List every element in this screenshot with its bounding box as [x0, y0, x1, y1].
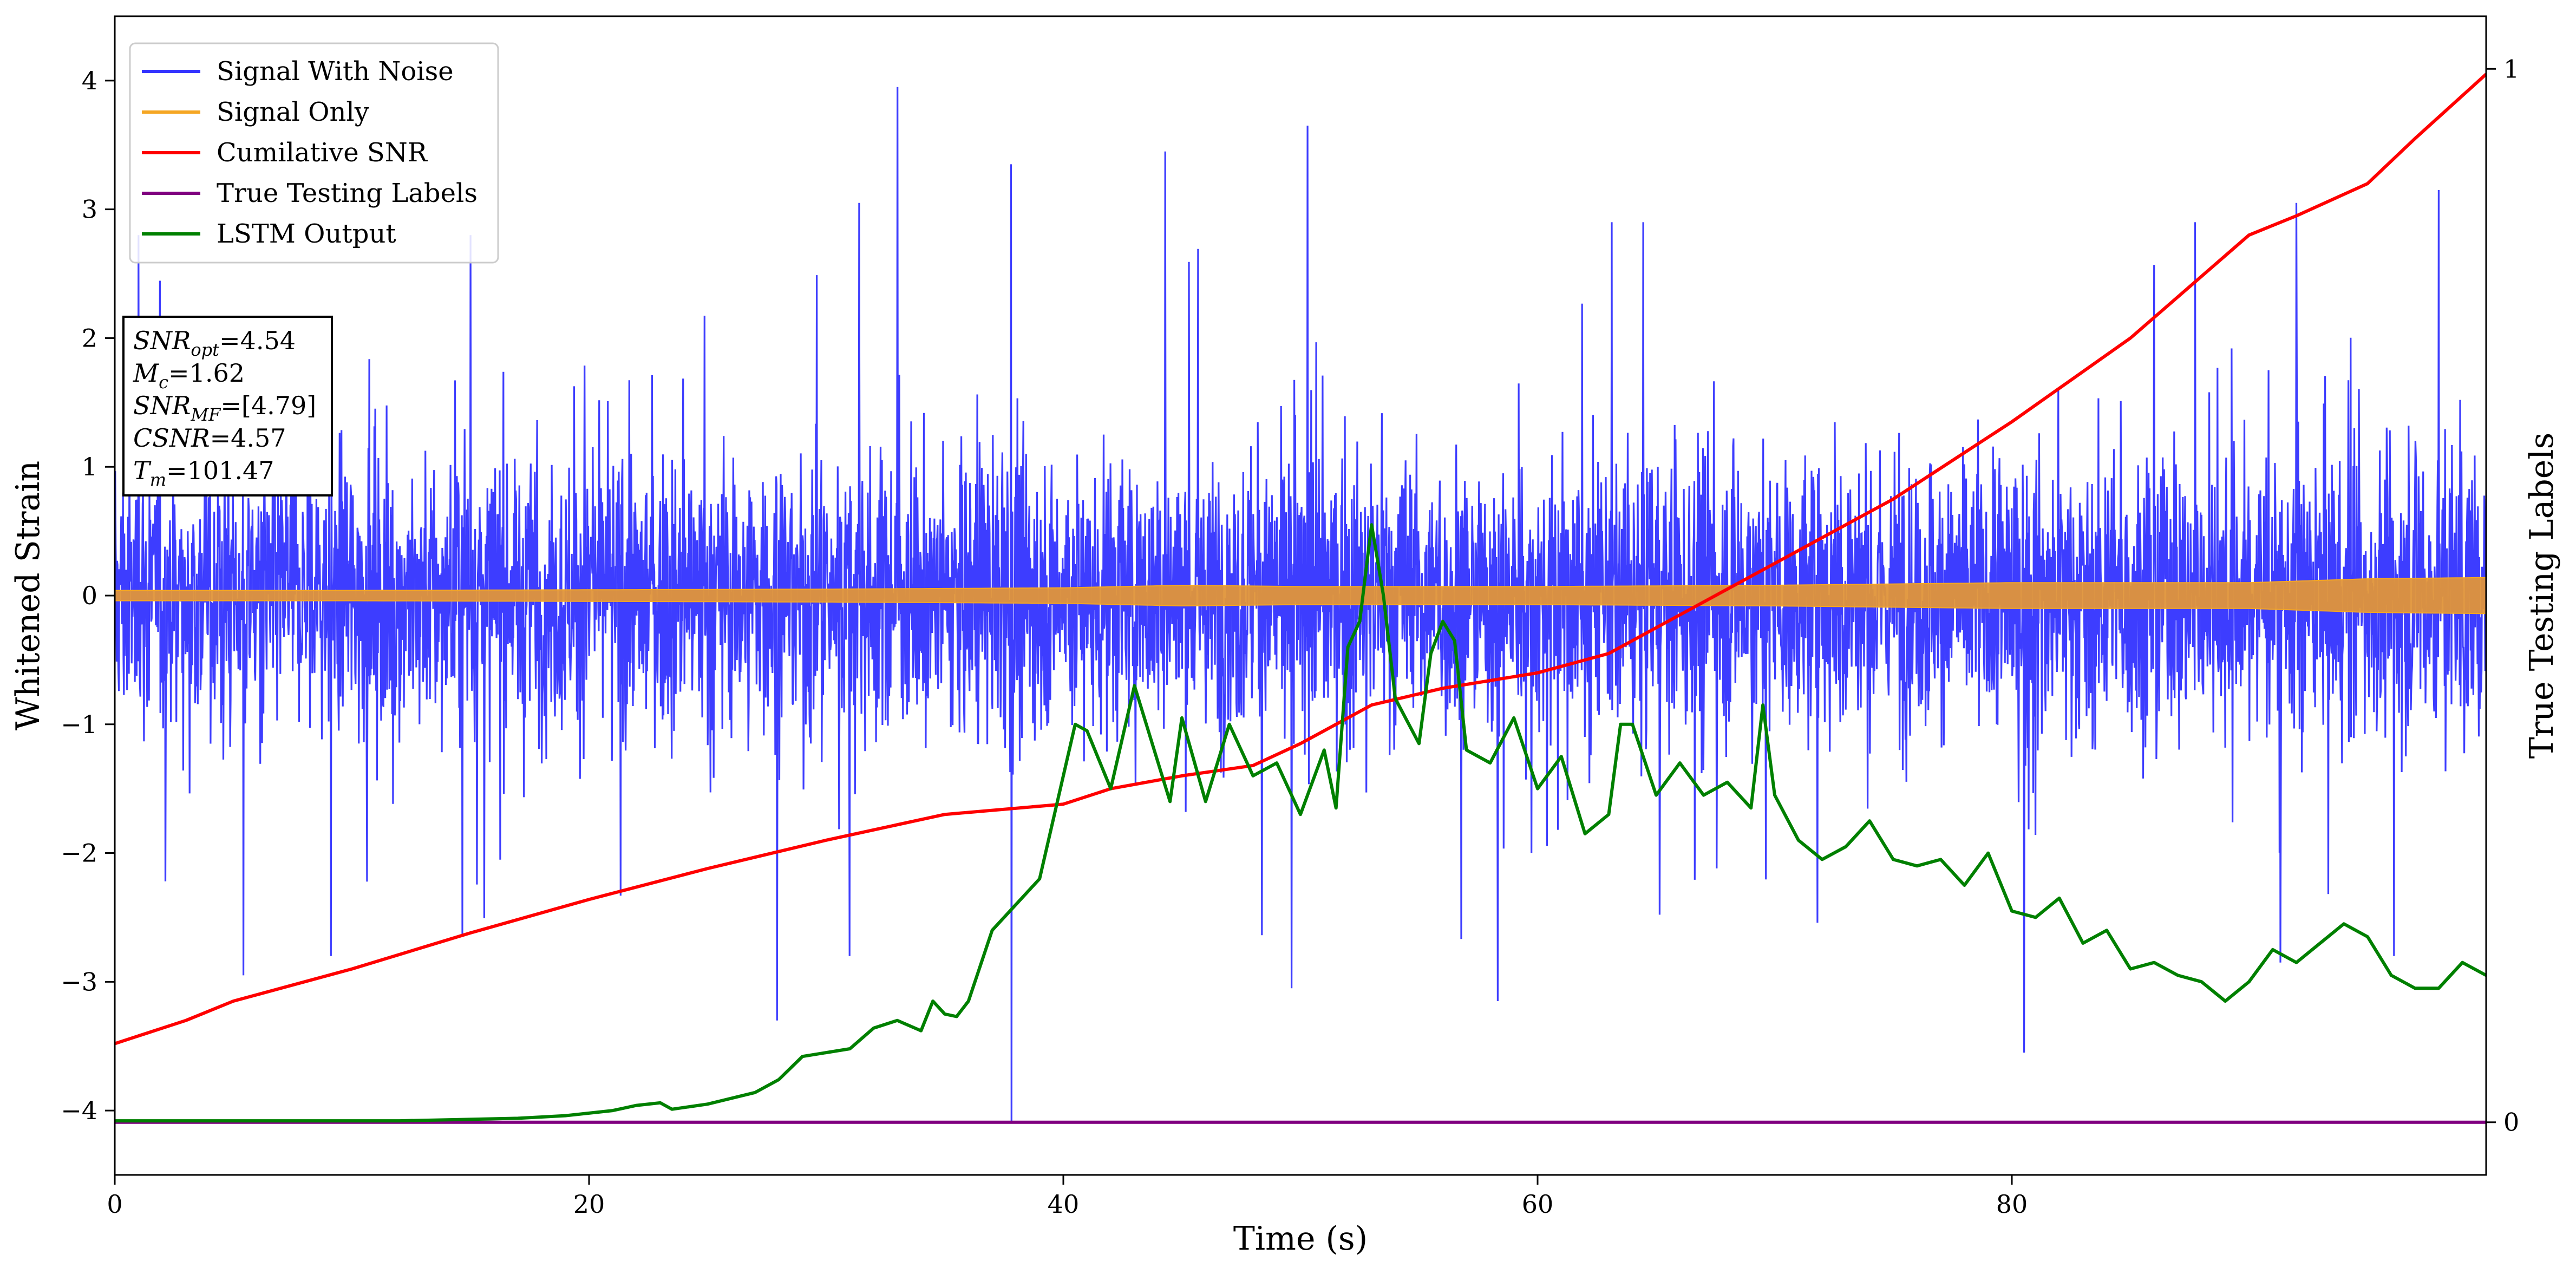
y-tick-label: 1 — [82, 452, 97, 481]
legend-label: Signal With Noise — [217, 56, 454, 87]
y-tick-label: 4 — [82, 66, 97, 95]
legend-label: LSTM Output — [217, 219, 396, 249]
stats-annotation: SNRopt=4.54Mc=1.62SNRMF=[4.79]CSNR=4.57T… — [122, 316, 333, 496]
series-signal-only — [115, 577, 2486, 615]
y-tick-label: 3 — [82, 195, 97, 224]
legend-box — [129, 42, 499, 264]
stats-line: SNRopt=4.54 — [133, 326, 296, 360]
y-tick-label: 2 — [82, 323, 97, 352]
legend-label: Signal Only — [217, 97, 369, 127]
x-tick-label: 0 — [107, 1190, 122, 1219]
y2-tick-label: 0 — [2503, 1108, 2519, 1137]
y-tick-label: −3 — [61, 967, 97, 996]
stats-box — [122, 316, 333, 496]
y2-axis-title: True Testing Labels — [2523, 433, 2561, 759]
x-tick-label: 80 — [1996, 1190, 2028, 1219]
y-axis-title: Whitened Strain — [9, 461, 47, 730]
series-cumilative-snr — [115, 73, 2486, 1046]
y-tick-label: −4 — [61, 1096, 97, 1125]
legend-label: Cumilative SNR — [217, 138, 428, 168]
legend: Signal With Noise Signal Only Cumilative S… — [129, 42, 499, 264]
y2-tick-label: 1 — [2503, 54, 2519, 83]
stats-line: Tm=101.47 — [133, 456, 274, 490]
y-tick-label: −2 — [61, 839, 97, 868]
stats-line: Mc=1.62 — [133, 358, 245, 393]
stats-line: CSNR=4.57 — [133, 423, 286, 453]
y-tick-label: 0 — [82, 581, 97, 610]
y-tick-label: −1 — [61, 710, 97, 739]
x-tick-label: 60 — [1522, 1190, 1554, 1219]
stats-line: SNRMF=[4.79] — [133, 391, 316, 425]
x-tick-label: 40 — [1048, 1190, 1080, 1219]
plot-area — [115, 73, 2486, 1124]
x-tick-label: 20 — [573, 1190, 605, 1219]
series-lstm-output — [115, 523, 2486, 1123]
legend-label: True Testing Labels — [217, 178, 478, 208]
x-axis-title: Time (s) — [1233, 1220, 1368, 1258]
